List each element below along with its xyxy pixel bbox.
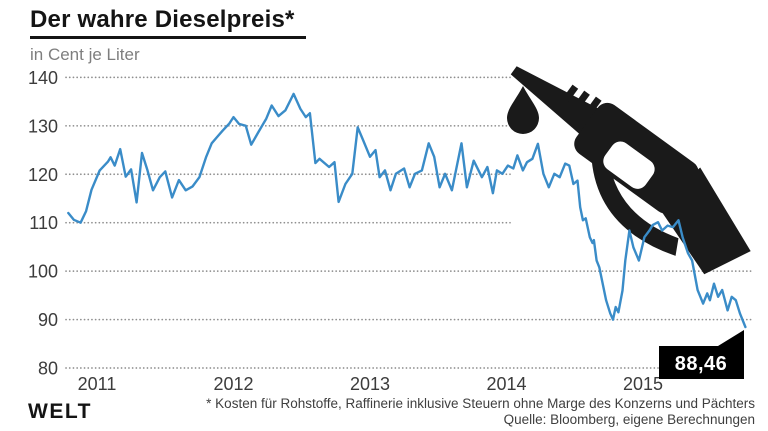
oil-drop-icon: [507, 86, 539, 134]
nozzle-trigger-guard: [591, 160, 679, 256]
nozzle-rib: [584, 96, 602, 117]
y-tick-label-100: 100: [28, 262, 58, 282]
x-tick-label-2015: 2015: [623, 374, 663, 394]
fuel-nozzle-icon: [510, 66, 751, 275]
welt-logo: WELT: [28, 400, 92, 423]
pump-illustration: [507, 66, 751, 275]
y-tick-label-90: 90: [38, 310, 58, 330]
y-tick-label-80: 80: [38, 359, 58, 379]
x-tick-label-2012: 2012: [213, 374, 253, 394]
page-title: Der wahre Dieselpreis*: [30, 6, 295, 33]
nozzle-handle: [657, 167, 751, 275]
title-underline: [30, 36, 306, 39]
y-tick-label-130: 130: [28, 116, 58, 136]
y-tick-label-120: 120: [28, 165, 58, 185]
price-line: [67, 92, 747, 329]
footnote-text: * Kosten für Rohstoffe, Raffinerie inklu…: [206, 396, 755, 411]
source-text: Quelle: Bloomberg, eigene Berechnungen: [503, 412, 755, 427]
x-tick-label-2014: 2014: [486, 374, 526, 394]
end-value-box: [659, 330, 744, 379]
y-tick-label-110: 110: [29, 213, 58, 233]
x-tick-label-2013: 2013: [350, 374, 390, 394]
x-tick-label-2011: 2011: [78, 374, 117, 394]
y-tick-label-140: 140: [28, 68, 58, 88]
nozzle-rib: [563, 84, 579, 102]
nozzle-rib: [573, 90, 590, 110]
end-value-text: 88,46: [675, 353, 728, 375]
nozzle-trigger-hole: [603, 141, 655, 189]
unit-label: in Cent je Liter: [30, 45, 140, 64]
end-value-label: 88,46: [659, 330, 744, 379]
nozzle-spout: [510, 66, 600, 135]
